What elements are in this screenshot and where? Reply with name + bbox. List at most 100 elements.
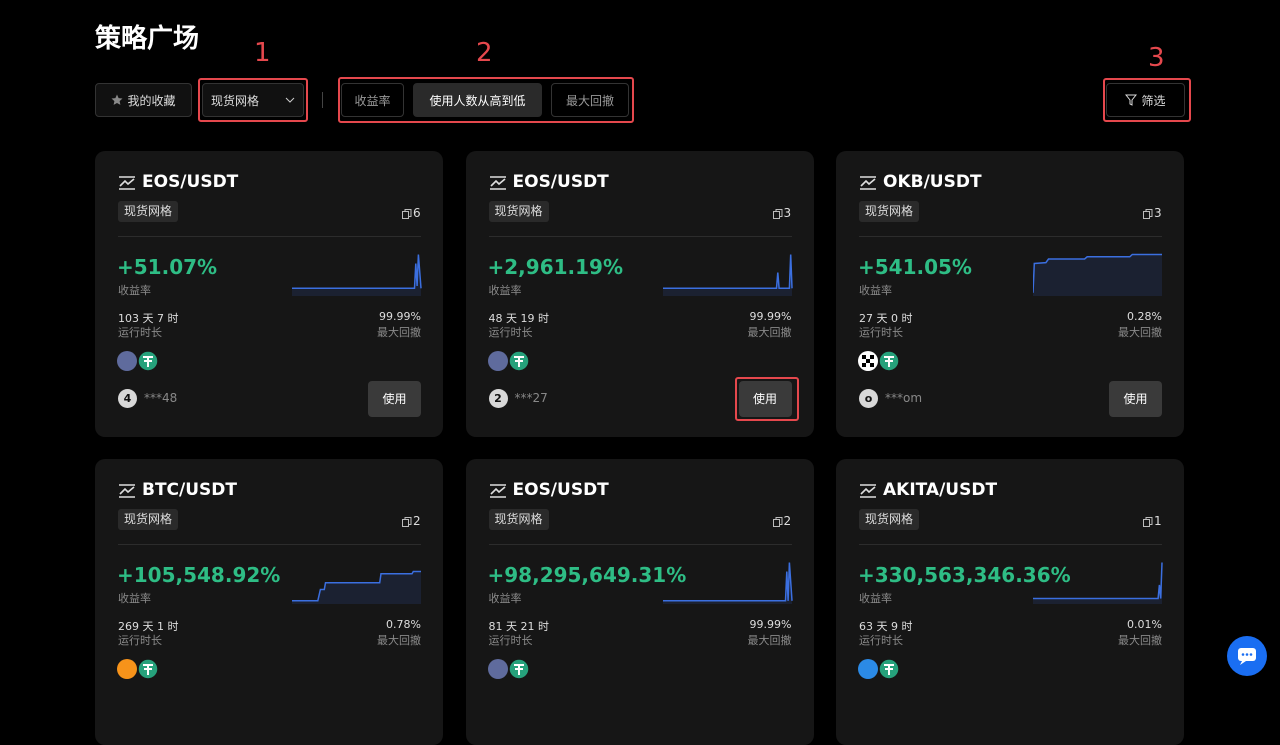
copy-icon <box>772 209 782 219</box>
use-button[interactable]: 使用 <box>368 381 421 417</box>
use-button[interactable]: 使用 <box>1109 381 1162 417</box>
annotation-box <box>735 377 799 421</box>
page-title: 策略广场 <box>95 24 200 54</box>
type-dropdown[interactable]: 现货网格 <box>202 83 304 117</box>
trend-icon <box>119 176 135 190</box>
pair-name: BTC/USDT <box>142 480 237 500</box>
drawdown-label: 最大回撤 <box>377 326 421 339</box>
annotation-number: 1 <box>254 38 271 68</box>
trend-icon <box>860 176 876 190</box>
chat-icon <box>1238 648 1256 665</box>
page: 策略广场 我的收藏 现货网格 收益率 使用人数从高到低 最大回撤 筛选 1 2 … <box>95 24 1267 745</box>
star-icon <box>111 94 123 105</box>
return-label: 收益率 <box>488 592 522 605</box>
pair-name: EOS/USDT <box>512 480 609 500</box>
copy-count: 3 <box>1154 206 1162 220</box>
user-badge: 4 <box>118 389 137 408</box>
pair-name: EOS/USDT <box>512 172 609 192</box>
coin-icons <box>858 658 900 680</box>
runtime-value: 63 天 9 时 <box>859 620 913 633</box>
pair-name: AKITA/USDT <box>883 480 998 500</box>
user-name: ***om <box>885 391 923 405</box>
return-value: +330,563,346.36% <box>858 563 1071 587</box>
return-label: 收益率 <box>859 592 892 605</box>
coin-icons <box>858 350 900 372</box>
filter-button[interactable]: 筛选 <box>1106 83 1185 117</box>
copy-icon <box>1143 209 1153 219</box>
sparkline <box>1033 253 1162 296</box>
strategy-card[interactable]: OKB/USDT 现货网格 3 +541.05% 收益率 27 天 0 时运行时长 0.28… <box>836 151 1184 437</box>
favorites-label: 我的收藏 <box>127 93 176 108</box>
strategy-card[interactable]: AKITA/USDT 现货网格 1 +330,563,346.36% 收益率 63 天 9… <box>836 459 1184 745</box>
strategy-tag: 现货网格 <box>118 509 179 530</box>
return-value: +105,548.92% <box>117 563 281 587</box>
sort-tab[interactable]: 收益率 <box>341 83 404 117</box>
coin-icons <box>487 350 530 372</box>
annotation-box <box>338 77 634 123</box>
return-value: +51.07% <box>117 255 218 279</box>
trend-icon <box>489 176 506 190</box>
sparkline <box>662 562 793 604</box>
pair-name: EOS/USDT <box>142 172 239 192</box>
runtime-label: 运行时长 <box>118 634 162 647</box>
strategy-tag: 现货网格 <box>488 509 549 530</box>
return-label: 收益率 <box>118 592 151 605</box>
divider <box>488 544 792 545</box>
copy-icon <box>772 517 782 527</box>
coin-icons <box>117 658 159 680</box>
coin-icons <box>487 658 530 680</box>
runtime-label: 运行时长 <box>859 634 903 647</box>
sparkline <box>1033 562 1163 604</box>
trend-icon <box>119 484 135 498</box>
copy-count: 2 <box>783 514 792 528</box>
favorites-button[interactable]: 我的收藏 <box>95 83 192 117</box>
pair-name: OKB/USDT <box>883 172 982 192</box>
sparkline <box>662 254 793 296</box>
dropdown-label: 现货网格 <box>211 93 260 108</box>
drawdown-label: 最大回撤 <box>747 634 792 647</box>
copy-count: 1 <box>1154 514 1162 528</box>
divider <box>118 236 421 237</box>
copy-count: 6 <box>413 206 421 220</box>
runtime-value: 269 天 1 时 <box>118 620 179 633</box>
return-label: 收益率 <box>859 284 892 297</box>
sparkline <box>292 254 422 296</box>
strategy-tag: 现货网格 <box>118 201 179 222</box>
strategy-card[interactable]: EOS/USDT 现货网格 3 +2,961.19% 收益率 48 天 19 时运行时长 9… <box>465 151 814 437</box>
annotation-box <box>198 78 308 122</box>
filter-icon <box>1125 94 1138 106</box>
chevron <box>285 97 295 103</box>
strategy-card[interactable]: BTC/USDT 现货网格 2 +105,548.92% 收益率 269 天 1 时运行时… <box>95 459 443 745</box>
drawdown-label: 最大回撤 <box>377 634 421 647</box>
drawdown-value: 0.01% <box>1127 618 1162 631</box>
drawdown-value: 99.99% <box>379 310 421 323</box>
user-name: ***27 <box>514 391 548 405</box>
return-value: +541.05% <box>858 255 972 279</box>
return-label: 收益率 <box>118 284 151 297</box>
strategy-card[interactable]: EOS/USDT 现货网格 6 +51.07% 收益率 103 天 7 时运行时长 99.9… <box>95 151 443 437</box>
copy-icon <box>1143 517 1153 527</box>
coin-icons <box>117 350 159 372</box>
copy-count: 3 <box>783 206 792 220</box>
runtime-label: 运行时长 <box>488 326 533 339</box>
chat-button[interactable] <box>1227 636 1267 676</box>
divider <box>859 544 1162 545</box>
runtime-value: 48 天 19 时 <box>488 312 549 325</box>
strategy-tag: 现货网格 <box>859 509 920 530</box>
runtime-value: 81 天 21 时 <box>488 620 549 633</box>
runtime-label: 运行时长 <box>859 326 903 339</box>
strategy-tag: 现货网格 <box>488 201 549 222</box>
sort-tab-active[interactable]: 使用人数从高到低 <box>413 83 542 117</box>
separator <box>322 92 323 108</box>
drawdown-label: 最大回撤 <box>747 326 792 339</box>
return-label: 收益率 <box>488 284 522 297</box>
divider <box>118 544 421 545</box>
sort-tab[interactable]: 最大回撤 <box>551 83 629 117</box>
strategy-card[interactable]: EOS/USDT 现货网格 2 +98,295,649.31% 收益率 81 天 21 时… <box>465 459 814 745</box>
drawdown-value: 99.99% <box>749 618 792 631</box>
drawdown-value: 0.28% <box>1127 310 1162 323</box>
return-value: +98,295,649.31% <box>487 563 687 587</box>
trend-icon <box>860 484 876 498</box>
runtime-label: 运行时长 <box>488 634 533 647</box>
use-button[interactable]: 使用 <box>738 381 792 417</box>
